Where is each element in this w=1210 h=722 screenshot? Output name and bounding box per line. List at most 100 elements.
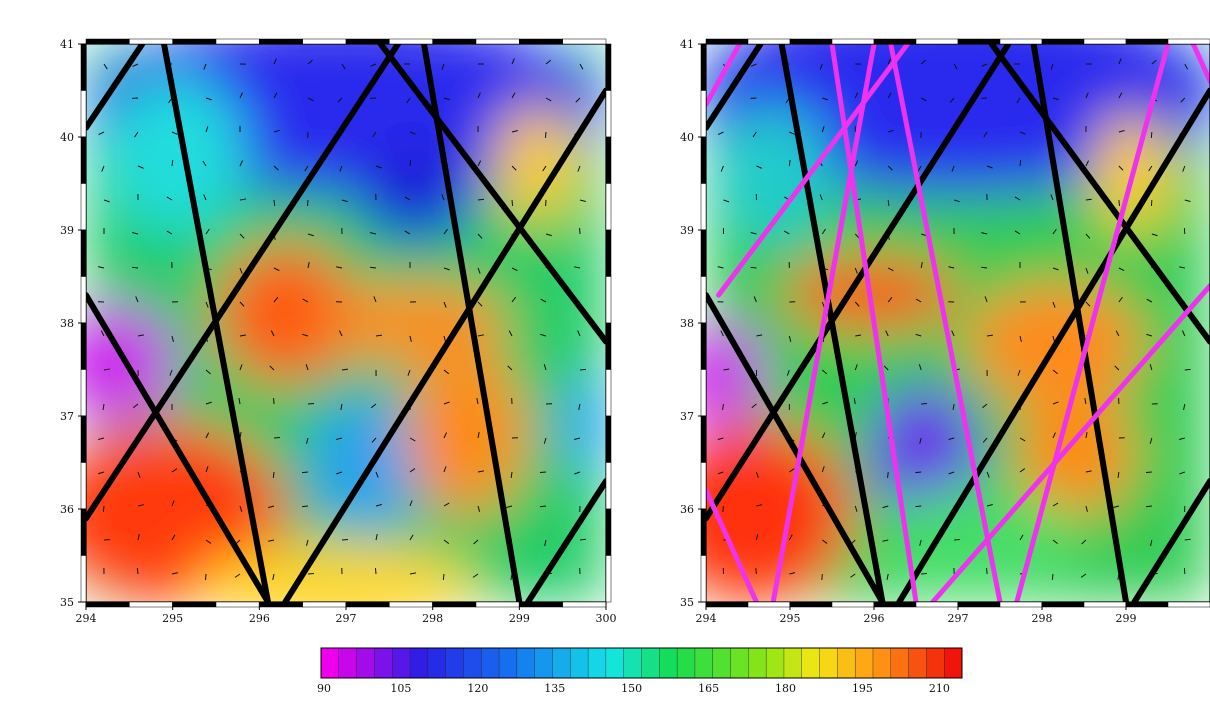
velocity-arrow: [1085, 198, 1092, 201]
velocity-arrow: [239, 267, 243, 274]
velocity-arrow: [915, 505, 922, 508]
colorbar-swatch: [765, 647, 785, 679]
colorbar-swatch: [819, 647, 838, 679]
velocity-arrow: [135, 296, 139, 303]
x-tick-label: 295: [162, 612, 183, 625]
satellite-track-black: [86, 44, 401, 522]
velocity-arrow: [1019, 534, 1024, 541]
x-tick-label: 300: [596, 612, 617, 625]
velocity-arrow: [1019, 437, 1026, 442]
velocity-arrow: [579, 199, 586, 202]
frame-border-bottom: [915, 601, 959, 608]
velocity-arrow: [443, 97, 450, 101]
frame-border-right: [605, 462, 612, 510]
velocity-arrow: [171, 159, 174, 167]
velocity-arrow: [1118, 296, 1123, 303]
colorbar-swatch: [783, 647, 803, 679]
velocity-arrow: [511, 165, 517, 171]
velocity-arrow: [1085, 160, 1089, 167]
y-tick-label: 40: [60, 131, 74, 144]
frame-border-left: [80, 369, 87, 417]
velocity-arrow: [1180, 97, 1186, 103]
velocity-arrow: [1014, 230, 1021, 235]
velocity-arrow: [239, 301, 245, 307]
velocity-arrow: [443, 466, 447, 473]
frame-border-right: [605, 43, 612, 91]
velocity-arrow: [1179, 471, 1185, 475]
velocity-arrow: [98, 437, 105, 441]
frame-border-left: [700, 229, 707, 277]
frame-border-bottom: [1041, 601, 1085, 608]
velocity-arrow: [131, 266, 139, 269]
satellite-track-magenta: [829, 44, 919, 602]
velocity-arrow: [272, 471, 275, 479]
y-tick-label: 36: [680, 503, 694, 516]
velocity-arrow: [1052, 539, 1058, 545]
velocity-arrow: [409, 468, 416, 473]
frame-border-bottom: [389, 601, 433, 608]
velocity-arrow: [986, 567, 988, 575]
velocity-arrow: [477, 160, 482, 167]
velocity-arrow: [579, 368, 587, 371]
frame-border-top: [129, 38, 173, 45]
velocity-arrow: [1179, 437, 1185, 440]
velocity-arrow: [1184, 368, 1191, 371]
velocity-arrow: [171, 572, 178, 575]
velocity-arrow: [409, 534, 414, 541]
velocity-arrow: [1019, 468, 1026, 473]
velocity-arrow: [102, 505, 105, 513]
velocity-arrow: [508, 330, 513, 337]
frame-border-top: [85, 38, 130, 45]
velocity-arrow: [986, 165, 993, 169]
velocity-arrow: [722, 505, 724, 513]
colorbar-swatch: [623, 647, 643, 679]
velocity-arrow: [983, 131, 988, 138]
velocity-arrow: [882, 505, 889, 509]
velocity-arrow: [273, 297, 279, 303]
velocity-arrow: [511, 199, 514, 207]
velocity-arrow: [307, 59, 313, 65]
velocity-arrow: [375, 165, 382, 169]
velocity-arrow: [887, 199, 890, 207]
satellite-track-black: [706, 44, 1012, 522]
velocity-arrow: [1085, 432, 1088, 439]
colorbar-frame: [320, 647, 963, 679]
velocity-arrow: [132, 63, 139, 67]
velocity-arrow: [882, 539, 889, 542]
velocity-arrow: [1085, 92, 1089, 99]
velocity-arrow: [205, 539, 212, 544]
velocity-arrow: [406, 97, 411, 104]
velocity-arrow: [477, 470, 484, 473]
velocity-arrow: [1050, 63, 1054, 70]
velocity-arrow: [239, 198, 247, 201]
velocity-arrow: [273, 58, 277, 65]
frame-border-top: [1167, 38, 1210, 45]
velocity-arrow: [375, 504, 382, 507]
velocity-arrow: [750, 63, 757, 67]
velocity-arrow: [1179, 266, 1185, 269]
colorbar-swatch: [854, 647, 874, 679]
velocity-arrow: [919, 539, 922, 546]
y-tick-label: 39: [60, 224, 74, 237]
velocity-arrow: [239, 364, 243, 371]
satellite-track-black: [86, 292, 271, 602]
velocity-arrow: [982, 437, 988, 443]
velocity-arrow: [1149, 437, 1153, 444]
velocity-arrow: [1052, 335, 1055, 342]
velocity-arrow: [102, 403, 105, 411]
velocity-arrow: [409, 437, 416, 442]
velocity-arrow: [171, 335, 174, 342]
frame-border-bottom: [1167, 601, 1210, 608]
velocity-arrow: [137, 504, 144, 507]
velocity-arrow: [887, 267, 894, 272]
velocity-arrow: [1052, 432, 1056, 439]
velocity-arrow: [336, 437, 343, 440]
velocity-arrow: [171, 534, 176, 541]
colorbar-swatch: [605, 647, 625, 679]
satellite-track-magenta: [706, 487, 759, 602]
frame-border-left: [80, 229, 87, 277]
velocity-arrow: [273, 129, 280, 133]
velocity-arrow: [268, 539, 275, 542]
velocity-arrow: [789, 572, 796, 575]
x-tick-label: 296: [864, 612, 885, 625]
